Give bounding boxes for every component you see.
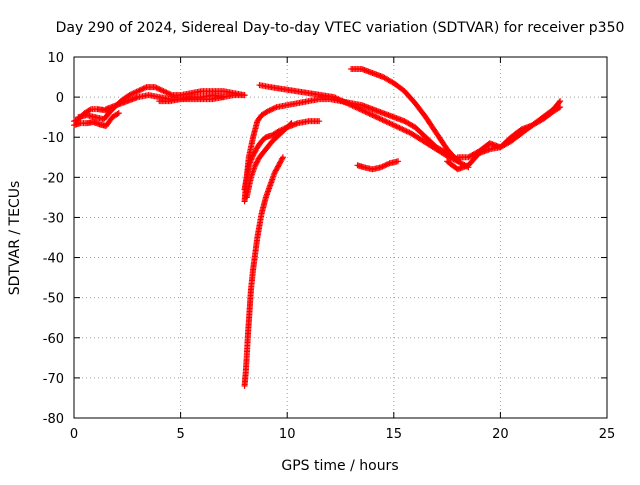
axis-ticks: 0 5 10 15 20 25 10 0 -10 -20 -30 -40 -50 -60 -70 -80	[43, 51, 616, 442]
series-arc-10	[256, 82, 461, 165]
data-point	[395, 158, 402, 165]
y-tick-label: -80	[43, 412, 64, 427]
plot-frame	[73, 56, 608, 419]
data-point	[288, 120, 295, 127]
series-arc-8	[243, 120, 295, 201]
y-axis-label: SDTVAR / TECUs	[7, 181, 23, 296]
y-tick-label: 10	[47, 51, 64, 66]
y-tick-label: -10	[43, 131, 64, 146]
data-point	[115, 110, 122, 117]
x-tick-label: 25	[599, 427, 616, 442]
data-point	[557, 104, 564, 111]
x-tick-label: 15	[386, 427, 403, 442]
x-tick-label: 0	[70, 427, 78, 442]
chart-title: Day 290 of 2024, Sidereal Day-to-day VTE…	[56, 20, 625, 36]
data-point	[279, 155, 286, 162]
y-tick-label: -60	[43, 332, 64, 347]
series-arc-9	[241, 154, 286, 389]
data-point	[555, 104, 562, 111]
x-tick-label: 20	[492, 427, 509, 442]
x-tick-label: 10	[279, 427, 296, 442]
series-arc-2	[71, 110, 122, 129]
data-point	[114, 110, 121, 117]
y-tick-label: -30	[43, 211, 64, 226]
y-tick-label: -20	[43, 171, 64, 186]
data-point	[557, 98, 564, 105]
series-arc-3	[75, 84, 248, 123]
data-point	[86, 106, 93, 113]
data-points	[71, 66, 564, 389]
data-point	[556, 99, 563, 106]
x-tick-label: 5	[176, 427, 184, 442]
y-tick-label: -50	[43, 292, 64, 307]
y-tick-label: -40	[43, 252, 64, 267]
data-point	[279, 154, 286, 161]
y-tick-label: -70	[43, 372, 64, 387]
y-tick-label: 0	[56, 91, 64, 106]
data-point	[241, 92, 248, 99]
series-arc-14	[454, 104, 564, 161]
series-arc-12	[354, 158, 402, 173]
series-arc-5	[156, 92, 248, 105]
x-axis-label: GPS time / hours	[281, 458, 398, 474]
data-point	[287, 121, 294, 128]
data-point	[316, 118, 323, 125]
